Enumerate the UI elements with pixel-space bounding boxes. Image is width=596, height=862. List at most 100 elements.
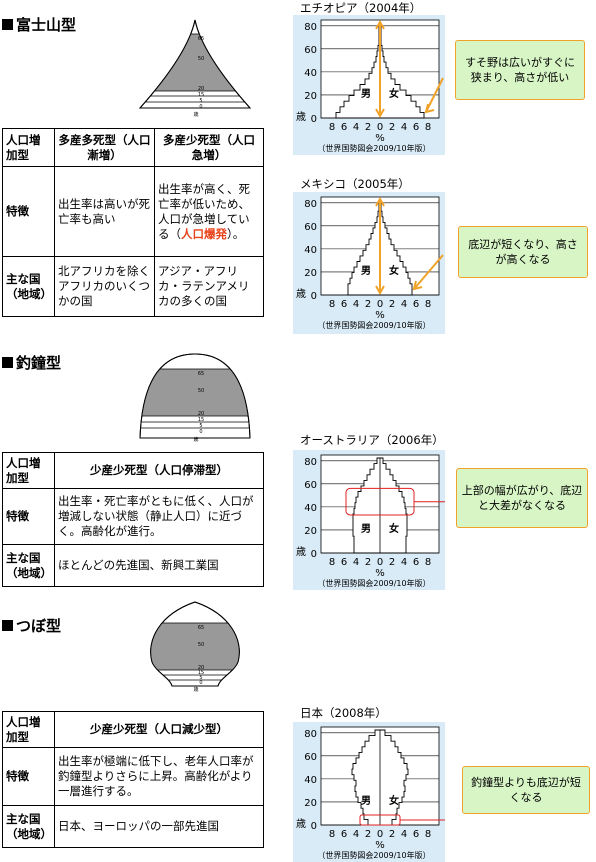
y-tick-label: 0	[311, 821, 317, 832]
age-label: 20	[198, 86, 204, 92]
age-label: 50	[198, 388, 204, 394]
x-tick-label: 6	[341, 122, 347, 133]
chart-callout: 釣鐘型よりも底辺が短くなる	[462, 766, 590, 814]
x-tick-label: 2	[389, 557, 395, 568]
y-tick-label: 80	[304, 729, 317, 740]
highlight-text: 人口爆発	[181, 226, 227, 241]
y-unit-label: 歳	[296, 111, 306, 123]
male-label: 男	[361, 88, 371, 100]
source-note: （世界国勢図会2009/10年版）	[317, 143, 430, 153]
age-label: 5	[199, 423, 202, 429]
chart-title: メキシコ（2005年）	[300, 177, 410, 191]
x-tick-label: 4	[353, 829, 359, 840]
age-label: 20	[198, 411, 204, 417]
x-tick-label: 8	[425, 299, 431, 310]
working-age-band	[140, 369, 250, 416]
age-label: 20	[198, 665, 204, 671]
y-tick-label: 40	[304, 503, 317, 514]
x-tick-label: 4	[401, 829, 407, 840]
arrow-head-icon	[375, 108, 385, 119]
x-tick-label: 8	[425, 829, 431, 840]
y-tick-label: 60	[304, 45, 317, 56]
table-cell: 出生率が極端に低下し、老年人口率が釣鐘型よりさらに上昇。高齢化がより一層進行する…	[54, 747, 264, 806]
section-title-tsurigane: 釣鐘型	[2, 352, 61, 373]
male-label: 男	[361, 795, 371, 807]
x-tick-label: 4	[353, 299, 359, 310]
col-header: 少産少死型（人口減少型）	[54, 711, 264, 748]
y-tick-label: 20	[304, 91, 317, 102]
chart-callout: 上部の幅が広がり、底辺と大差がなくなる	[456, 468, 588, 528]
y-tick-label: 80	[304, 22, 317, 33]
y-tick-label: 20	[304, 526, 317, 537]
age-label: 歳	[193, 111, 198, 118]
arrow-head-icon	[375, 285, 385, 296]
y-tick-label: 40	[304, 68, 317, 79]
age-label: 歳	[193, 686, 198, 692]
row-label: 主な国（地域）	[2, 256, 55, 317]
age-label: 15	[198, 417, 204, 423]
x-tick-label: 2	[389, 122, 395, 133]
y-tick-label: 40	[304, 245, 317, 256]
chart-title: オーストラリア（2006年）	[300, 433, 444, 447]
arrow-head-icon	[424, 103, 435, 114]
row-label: 特徴	[2, 747, 55, 806]
table-cell: 出生率は高いが死亡率も高い	[54, 166, 155, 257]
table-cell: ほとんどの先進国、新興工業国	[54, 544, 264, 587]
age-label: 50	[198, 642, 204, 648]
x-tick-label: 6	[413, 299, 419, 310]
x-tick-label: 8	[329, 122, 335, 133]
square-bullet-icon	[2, 19, 13, 30]
y-tick-label: 0	[311, 549, 317, 560]
y-unit-label: 歳	[296, 288, 306, 300]
chart-callout: すそ野は広いがすぐに狭まり、高さが低い	[455, 40, 585, 100]
square-bullet-icon	[2, 620, 13, 631]
female-label: 女	[389, 522, 399, 535]
row-label: 主な国（地域）	[2, 805, 55, 848]
y-tick-label: 20	[304, 268, 317, 279]
x-tick-label: 2	[365, 122, 371, 133]
age-label: 0	[199, 429, 202, 435]
row-label: 主な国（地域）	[2, 544, 55, 587]
female-label: 女	[389, 794, 399, 807]
tsurigane-table: 人口増加型 少産少死型（人口停滞型） 特徴 出生率・死亡率がともに低く、人口が増…	[2, 452, 264, 587]
x-tick-label: 4	[353, 557, 359, 568]
x-tick-label: 4	[401, 299, 407, 310]
x-tick-label: 8	[329, 829, 335, 840]
text-part: ）。	[227, 226, 245, 241]
x-tick-label: 4	[401, 122, 407, 133]
female-label: 女	[389, 264, 399, 277]
working-age-band	[150, 623, 240, 670]
chart-callout: 底辺が短くなり、高さが高くなる	[458, 226, 588, 278]
x-tick-label: 2	[389, 829, 395, 840]
y-tick-label: 40	[304, 775, 317, 786]
row-label: 特徴	[2, 166, 55, 257]
row-label: 特徴	[2, 488, 55, 545]
age-label: 5	[199, 675, 202, 681]
age-label: 65	[198, 371, 204, 377]
x-tick-label: 2	[365, 829, 371, 840]
y-unit-label: 歳	[296, 546, 306, 558]
age-label: 50	[198, 56, 204, 62]
x-tick-label: 6	[341, 299, 347, 310]
x-unit-label: %	[375, 133, 385, 144]
tsurigane-shape-diagram: 65 50 20 15 5 0 歳	[139, 353, 251, 442]
male-label: 男	[361, 523, 371, 535]
y-tick-label: 80	[304, 457, 317, 468]
x-tick-label: 8	[329, 557, 335, 568]
male-label: 男	[361, 265, 371, 277]
y-tick-label: 0	[311, 114, 317, 125]
y-unit-label: 歳	[296, 818, 306, 830]
female-label: 女	[389, 87, 399, 100]
working-age-band	[140, 34, 250, 91]
y-tick-label: 20	[304, 798, 317, 809]
x-tick-label: 0	[377, 122, 383, 133]
x-tick-label: 2	[389, 299, 395, 310]
y-tick-label: 60	[304, 752, 317, 763]
age-label: 15	[198, 92, 204, 98]
source-note: （世界国勢図会2009/10年版）	[317, 850, 430, 860]
age-label: 0	[199, 104, 202, 110]
col-header: 多産多死型（人口漸増）	[54, 128, 155, 167]
row-label: 人口増加型	[2, 452, 55, 489]
pointer-line	[413, 254, 444, 290]
